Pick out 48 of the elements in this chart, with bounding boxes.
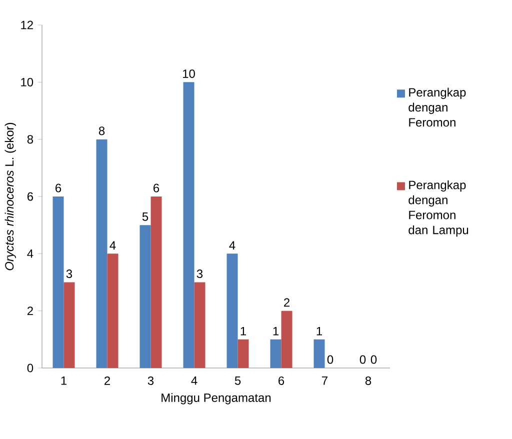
y-tick-label: 0 <box>27 364 34 372</box>
bar <box>238 339 249 368</box>
bar <box>183 82 194 368</box>
y-tick-label: 2 <box>27 306 33 316</box>
data-label: 6 <box>56 184 62 192</box>
bar <box>270 339 282 368</box>
data-label: 10 <box>183 69 195 78</box>
x-tick-label: 3 <box>148 376 154 385</box>
data-label: 3 <box>66 270 72 278</box>
data-label: 5 <box>142 212 148 221</box>
bar <box>140 225 151 368</box>
x-tick-label: 7 <box>322 376 328 385</box>
bar <box>226 254 238 368</box>
y-tick-label: 8 <box>27 135 34 144</box>
data-label: 1 <box>273 326 279 336</box>
data-label: 0 <box>327 355 334 364</box>
bar <box>150 196 162 368</box>
y-tick-label: 4 <box>27 250 34 258</box>
legend-label: Perangkap dengan Feromon <box>408 88 466 127</box>
y-tick-label: 6 <box>27 192 34 201</box>
x-tick-label: 6 <box>278 376 284 385</box>
data-label: 1 <box>316 326 322 336</box>
y-tick-label: 12 <box>21 20 33 30</box>
legend-label: Perangkap dengan Feromon dan Lampu <box>408 180 468 237</box>
data-label: 3 <box>196 270 203 278</box>
bar <box>281 310 292 368</box>
data-label: 4 <box>110 241 116 250</box>
x-tick-label: 8 <box>365 376 372 385</box>
data-label: 1 <box>240 326 246 336</box>
x-tick-label: 1 <box>61 376 67 385</box>
data-label: 2 <box>284 298 290 307</box>
data-label: 8 <box>98 126 105 136</box>
data-label: 4 <box>229 241 236 250</box>
data-label: 0 <box>360 355 366 364</box>
data-label: 6 <box>154 184 160 192</box>
x-axis-title: Minggu Pengamatan <box>162 393 271 404</box>
x-tick-label: 4 <box>191 376 198 385</box>
bar <box>64 282 75 368</box>
x-tick-label: 2 <box>104 376 110 385</box>
x-tick-label: 5 <box>234 376 241 385</box>
y-tick-label: 10 <box>21 78 34 86</box>
bar <box>314 339 325 368</box>
bar <box>107 254 118 368</box>
data-label: 0 <box>370 355 377 364</box>
y-axis-title: Oryctes rhinoceros L. (ekor) <box>4 122 16 270</box>
bar <box>52 196 64 368</box>
bar <box>194 282 206 368</box>
bar <box>96 139 108 368</box>
